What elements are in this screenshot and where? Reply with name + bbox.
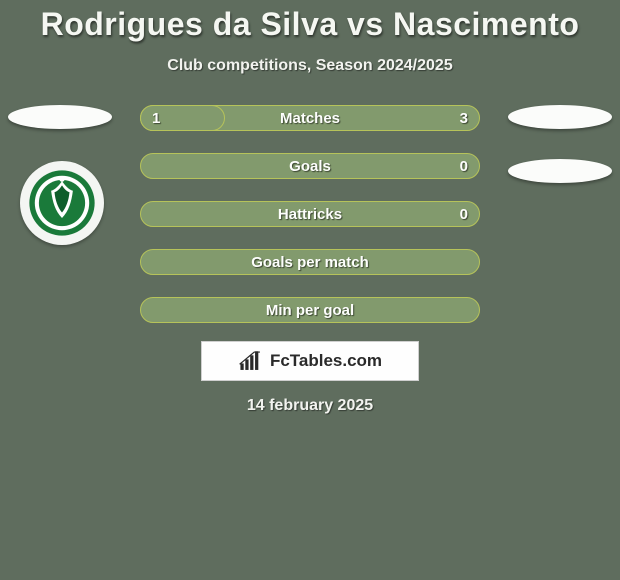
- stat-label: Hattricks: [140, 201, 480, 227]
- stat-label: Goals per match: [140, 249, 480, 275]
- stat-row: Goals per match: [140, 249, 480, 275]
- date: 14 february 2025: [0, 397, 620, 415]
- watermark: FcTables.com: [201, 341, 419, 381]
- player-right-avatar-placeholder-1: [508, 105, 612, 129]
- stat-value-right: 3: [460, 105, 468, 131]
- stat-bars: Matches13Goals0Hattricks0Goals per match…: [140, 105, 480, 323]
- player-right-avatar-placeholder-2: [508, 159, 612, 183]
- crest-icon: [28, 169, 96, 237]
- stat-label: Min per goal: [140, 297, 480, 323]
- player-left-avatar-placeholder: [8, 105, 112, 129]
- player-right-column: [500, 105, 620, 325]
- stat-label: Matches: [140, 105, 480, 131]
- comparison-card: Rodrigues da Silva vs Nascimento Club co…: [0, 0, 620, 580]
- stat-label: Goals: [140, 153, 480, 179]
- watermark-text: FcTables.com: [270, 351, 382, 371]
- stats-area: Matches13Goals0Hattricks0Goals per match…: [0, 105, 620, 323]
- stat-row: Matches1 3: [140, 105, 480, 131]
- player-left-column: [0, 105, 120, 325]
- stat-row: Hattricks0: [140, 201, 480, 227]
- page-title: Rodrigues da Silva vs Nascimento: [0, 6, 620, 43]
- stat-row: Min per goal: [140, 297, 480, 323]
- stat-value-left: 1: [152, 105, 160, 131]
- subtitle: Club competitions, Season 2024/2025: [0, 57, 620, 75]
- stat-value-right: 0: [460, 153, 468, 179]
- stat-value-right: 0: [460, 201, 468, 227]
- player-left-crest: [20, 161, 104, 245]
- stat-row: Goals0: [140, 153, 480, 179]
- chart-icon: [238, 350, 264, 372]
